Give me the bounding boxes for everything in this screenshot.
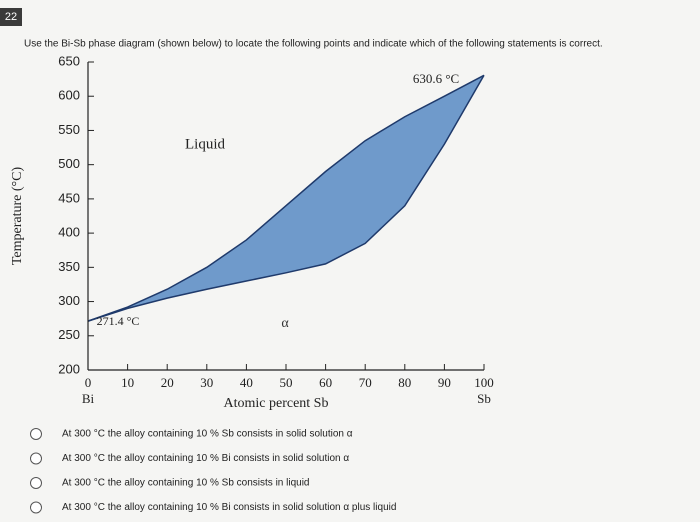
x-tick-label: 0 [85,375,92,390]
radio-button[interactable] [30,428,42,440]
y-tick-label: 450 [58,190,80,205]
element-label: Bi [82,391,95,406]
x-axis-label: Atomic percent Sb [224,396,329,411]
radio-button[interactable] [30,452,42,465]
options: At 300 °C the alloy containing 10 % Sb c… [30,428,396,514]
y-tick-label: 500 [58,156,80,171]
phase-boundary [87,74,485,322]
phase-boundary [87,74,485,322]
region-label: α [281,316,289,331]
element-label: Sb [477,391,491,406]
x-tick-label: 80 [398,375,411,390]
option-text[interactable]: At 300 °C the alloy containing 10 % Sb c… [62,429,353,440]
question-number: 22 [5,11,17,23]
y-tick-label: 400 [58,225,80,240]
temperature-note: 271.4 °C [97,314,140,328]
question-number-box [0,8,22,26]
x-tick-label: 50 [280,375,293,390]
question-text: Use the Bi-Sb phase diagram (shown below… [24,39,603,50]
two-phase-region [88,75,484,322]
x-tick-label: 30 [200,375,213,390]
y-tick-label: 200 [58,361,80,376]
region-label: Liquid [185,136,225,152]
y-tick-label: 650 [58,53,80,68]
chart: 200 250 300 350 400 450 500 550 600 650 0 10 20 30 40 5… [10,53,494,411]
y-tick-label: 250 [58,327,80,342]
x-tick-label: 40 [240,375,253,390]
x-tick-label: 90 [438,375,451,390]
option-text[interactable]: At 300 °C the alloy containing 10 % Sb c… [62,478,309,489]
radio-button[interactable] [30,477,42,489]
x-tick-label: 60 [319,375,332,390]
y-tick-label: 600 [58,88,80,103]
x-tick-label: 70 [359,375,372,390]
y-tick-label: 550 [58,122,80,137]
y-axis-label: Temperature (°C) [10,167,25,266]
y-tick-label: 350 [58,259,80,274]
radio-button[interactable] [30,501,42,514]
x-tick-label: 20 [161,375,174,390]
temperature-note: 630.6 °C [413,71,459,86]
y-tick-label: 300 [58,293,80,308]
x-tick-label: 100 [474,375,494,390]
option-text[interactable]: At 300 °C the alloy containing 10 % Bi c… [62,453,349,464]
x-tick-label: 10 [121,375,134,390]
option-text[interactable]: At 300 °C the alloy containing 10 % Bi c… [62,502,396,513]
